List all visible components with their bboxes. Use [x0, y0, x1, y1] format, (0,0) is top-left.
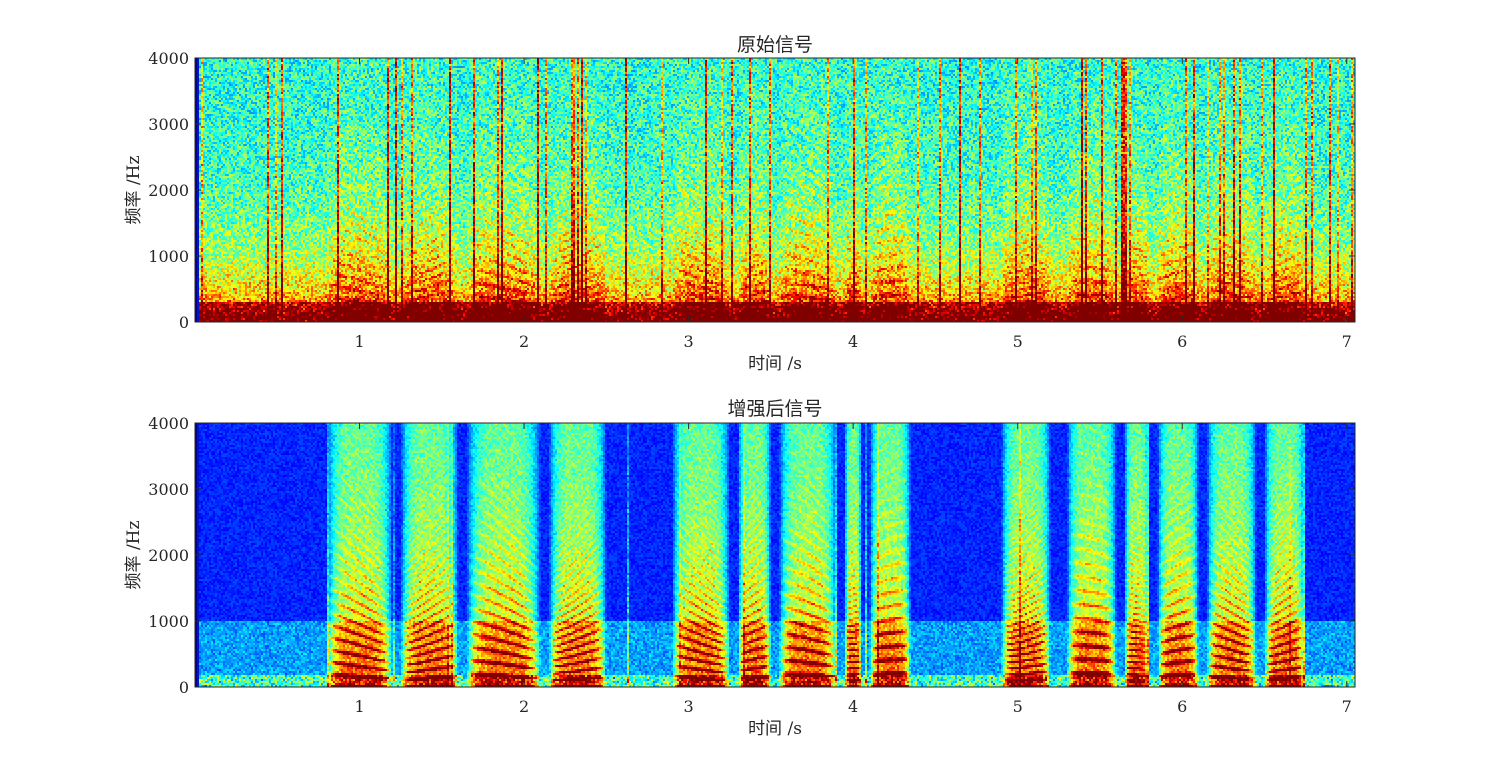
x-tick-label: 1 [354, 332, 364, 351]
x-tick-label: 7 [1342, 332, 1352, 351]
x-tick-label: 2 [519, 697, 529, 716]
chart-enhanced: 增强后信号 0 1000 2000 3000 4000 1 2 3 4 5 6 7 时间 /s 频率… [124, 398, 1356, 739]
x-tick-label: 4 [848, 332, 858, 351]
x-tick-label: 2 [519, 332, 529, 351]
y-tick-label: 2000 [148, 181, 189, 200]
x-axis-label-original: 时间 /s [748, 354, 802, 374]
chart-title-original: 原始信号 [737, 34, 813, 56]
y-axis-label-original: 频率 /Hz [124, 156, 144, 225]
y-tick-label: 1000 [148, 612, 189, 631]
x-tick-label: 4 [848, 697, 858, 716]
chart-title-enhanced: 增强后信号 [727, 398, 822, 420]
x-tick-label: 3 [684, 332, 694, 351]
y-tick-label: 0 [179, 313, 189, 332]
y-tick-label: 4000 [148, 49, 189, 68]
y-tick-label: 2000 [148, 546, 189, 565]
x-axis-enhanced: 1 2 3 4 5 6 7 [354, 423, 1352, 716]
y-tick-label: 0 [179, 678, 189, 697]
y-axis-enhanced: 0 1000 2000 3000 4000 [148, 414, 1355, 697]
spectrogram-plot-area-enhanced [195, 423, 1355, 687]
spectrogram-image-enhanced [195, 423, 1355, 687]
x-tick-label: 6 [1177, 697, 1187, 716]
y-tick-label: 3000 [148, 115, 189, 134]
x-tick-label: 5 [1013, 332, 1023, 351]
x-tick-label: 6 [1177, 332, 1187, 351]
y-axis-label-enhanced: 频率 /Hz [124, 521, 144, 590]
y-tick-label: 4000 [148, 414, 189, 433]
chart-original: 原始信号 0 1000 2000 3000 4000 1 2 3 4 5 6 7 时间 /s 频率 … [124, 34, 1356, 374]
y-tick-label: 3000 [148, 480, 189, 499]
x-tick-label: 7 [1342, 697, 1352, 716]
spectrogram-plot-area-original [195, 58, 1355, 322]
x-tick-label: 3 [684, 697, 694, 716]
y-axis-original: 0 1000 2000 3000 4000 [148, 49, 1355, 332]
x-axis-original: 1 2 3 4 5 6 7 [354, 58, 1352, 351]
y-tick-label: 1000 [148, 247, 189, 266]
x-axis-label-enhanced: 时间 /s [748, 719, 802, 739]
spectrogram-image-original [195, 58, 1355, 322]
x-tick-label: 1 [354, 697, 364, 716]
x-tick-label: 5 [1013, 697, 1023, 716]
